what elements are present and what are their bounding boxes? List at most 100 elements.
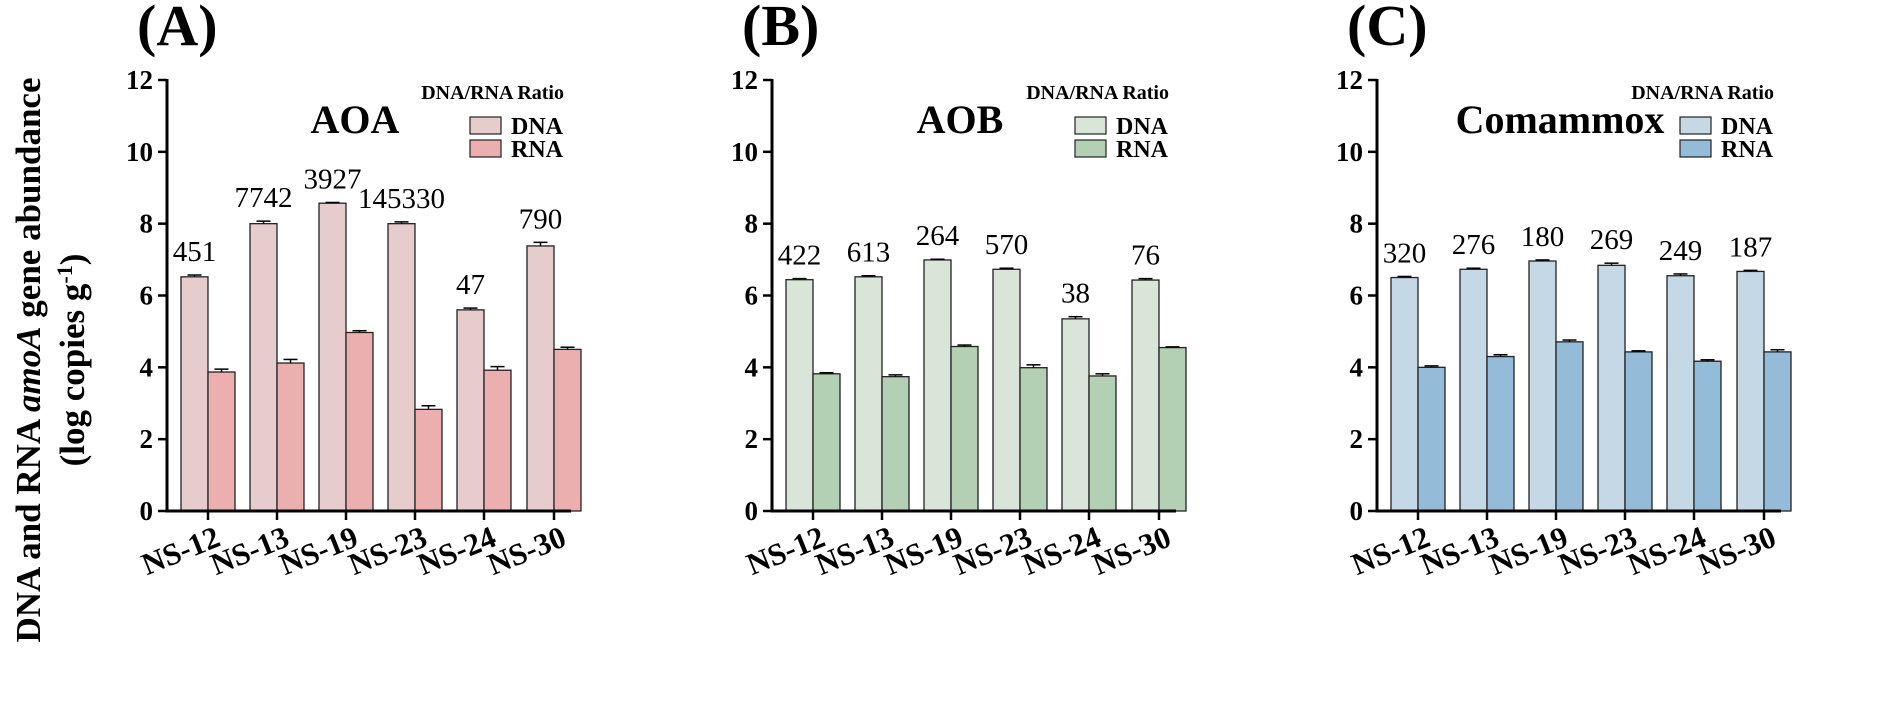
- y-tick-label: 4: [745, 352, 759, 382]
- legend-label-rna: RNA: [1721, 137, 1774, 163]
- category-label: NS-30: [482, 519, 570, 582]
- panel-b: (B)024681012422NS-12613NS-13264NS-19570N…: [731, 0, 1187, 582]
- ratio-label: 7742: [235, 182, 293, 214]
- y-tick-label: 8: [140, 209, 154, 239]
- y-tick-label: 10: [731, 137, 758, 167]
- bar-dna-ns-19: [318, 202, 347, 512]
- bar-dna-ns-12: [785, 279, 814, 512]
- ratio-label: 276: [1452, 229, 1496, 261]
- y-axis-label-part-1: DNA and RNA: [9, 412, 48, 642]
- ratio-label: 269: [1590, 224, 1634, 256]
- bar-rna-ns-30: [1158, 346, 1187, 512]
- y-tick-label: 0: [1350, 496, 1364, 526]
- bar-rna-ns-24: [483, 369, 512, 512]
- ratio-label: 451: [173, 236, 217, 268]
- ratio-label: 422: [778, 240, 822, 272]
- legend-title: DNA/RNA Ratio: [1026, 82, 1169, 104]
- ratio-label: 38: [1061, 278, 1090, 310]
- y-tick-label: 12: [1336, 65, 1363, 95]
- y-axis-unit-label: (log copies g-1): [52, 254, 93, 467]
- y-axis-unit-exponent: -1: [52, 265, 77, 283]
- y-axis-label-part-2: gene abundance: [9, 78, 48, 327]
- bar-rna-ns-19: [1555, 341, 1584, 512]
- y-tick-label: 4: [140, 352, 154, 382]
- category-label: NS-30: [1087, 519, 1175, 582]
- y-axis-unit-part-2: ): [53, 254, 92, 266]
- bar-dna-ns-13: [1459, 268, 1488, 512]
- panel-a: (A)024681012451NS-127742NS-133927NS-1914…: [126, 0, 582, 582]
- ratio-label: 180: [1521, 221, 1565, 253]
- ratio-label: 187: [1729, 231, 1773, 263]
- chart-title: AOA: [311, 97, 400, 142]
- legend-label-dna: DNA: [511, 114, 564, 140]
- legend-label-dna: DNA: [1721, 114, 1774, 140]
- y-tick-label: 6: [745, 281, 759, 311]
- ratio-label: 76: [1131, 240, 1160, 272]
- bar-dna-ns-13: [249, 223, 278, 512]
- bar-dna-ns-24: [456, 309, 485, 512]
- ratio-label: 320: [1383, 237, 1427, 269]
- bar-dna-ns-24: [1061, 318, 1090, 512]
- panel-label: (B): [742, 0, 819, 58]
- bar-rna-ns-19: [345, 331, 374, 512]
- bar-rna-ns-23: [1019, 367, 1048, 512]
- y-tick-label: 6: [140, 281, 154, 311]
- bar-dna-ns-23: [387, 223, 416, 512]
- bar-rna-ns-30: [1763, 351, 1792, 512]
- ratio-label: 790: [519, 203, 563, 235]
- bar-rna-ns-12: [207, 371, 236, 512]
- bar-rna-ns-30: [553, 348, 582, 512]
- y-tick-label: 10: [1336, 137, 1363, 167]
- legend-label-dna: DNA: [1116, 114, 1169, 140]
- y-tick-label: 8: [1350, 209, 1364, 239]
- panel-label: (A): [137, 0, 218, 58]
- panel-c: (C)024681012320NS-12276NS-13180NS-19269N…: [1336, 0, 1792, 582]
- bar-dna-ns-23: [992, 268, 1021, 512]
- y-tick-label: 10: [126, 137, 153, 167]
- category-label: NS-30: [1692, 519, 1780, 582]
- y-tick-label: 2: [745, 424, 759, 454]
- legend-label-rna: RNA: [511, 137, 564, 163]
- y-tick-label: 12: [126, 65, 153, 95]
- legend-title: DNA/RNA Ratio: [421, 82, 564, 104]
- chart-title: Comammox: [1456, 97, 1665, 142]
- bar-rna-ns-13: [276, 362, 305, 512]
- bar-rna-ns-13: [881, 376, 910, 512]
- legend-swatch-rna: [1074, 139, 1107, 158]
- bar-dna-ns-24: [1666, 275, 1695, 512]
- y-tick-label: 8: [745, 209, 759, 239]
- bar-rna-ns-23: [414, 408, 443, 512]
- bar-dna-ns-19: [923, 259, 952, 512]
- bar-rna-ns-12: [1417, 366, 1446, 512]
- bar-rna-ns-24: [1693, 360, 1722, 512]
- ratio-label: 145330: [358, 183, 445, 215]
- bar-dna-ns-12: [180, 276, 209, 512]
- y-tick-label: 4: [1350, 352, 1364, 382]
- ratio-label: 264: [916, 220, 960, 252]
- legend-swatch-rna: [469, 139, 502, 158]
- legend-swatch-rna: [1679, 139, 1712, 158]
- legend-title: DNA/RNA Ratio: [1631, 82, 1774, 104]
- y-axis-label-gene: amoA: [9, 326, 48, 412]
- bar-dna-ns-12: [1390, 276, 1419, 512]
- chart-title: AOB: [917, 97, 1004, 142]
- bar-rna-ns-13: [1486, 355, 1515, 512]
- bar-rna-ns-24: [1088, 375, 1117, 512]
- ratio-label: 249: [1659, 235, 1703, 267]
- bar-rna-ns-19: [950, 345, 979, 512]
- bar-dna-ns-30: [1736, 270, 1765, 512]
- ratio-label: 613: [847, 237, 891, 269]
- y-tick-label: 2: [1350, 424, 1364, 454]
- legend-label-rna: RNA: [1116, 137, 1169, 163]
- bar-dna-ns-13: [854, 276, 883, 512]
- legend-swatch-dna: [1074, 116, 1107, 135]
- bar-dna-ns-30: [1131, 279, 1160, 512]
- bar-rna-ns-12: [812, 373, 841, 512]
- y-tick-label: 6: [1350, 281, 1364, 311]
- y-tick-label: 0: [140, 496, 154, 526]
- bar-dna-ns-30: [526, 245, 555, 512]
- legend-swatch-dna: [1679, 116, 1712, 135]
- y-tick-label: 12: [731, 65, 758, 95]
- y-axis-label: DNA and RNA amoA gene abundance: [9, 78, 48, 643]
